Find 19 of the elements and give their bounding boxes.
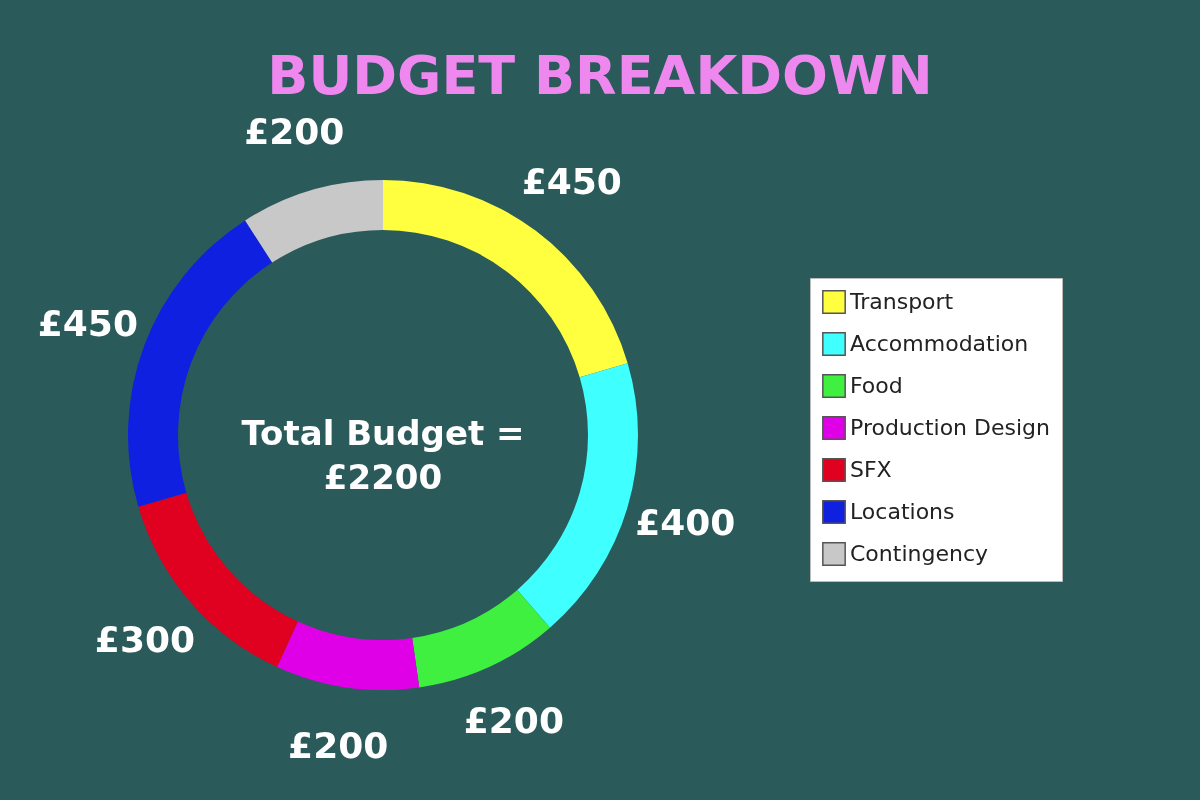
donut-slice — [277, 621, 420, 690]
data-label: £200 — [463, 699, 564, 741]
chart-title: BUDGET BREAKDOWN — [267, 44, 933, 107]
donut-slice — [412, 589, 550, 688]
legend-label: Production Design — [850, 415, 1050, 440]
data-label: £200 — [288, 724, 389, 766]
data-label: £450 — [37, 302, 138, 344]
legend-label: Accommodation — [850, 331, 1029, 356]
data-label: £400 — [635, 501, 736, 543]
legend-label: Locations — [850, 499, 955, 524]
donut-slice — [245, 180, 383, 263]
data-label: £450 — [521, 160, 622, 202]
data-label: £300 — [94, 619, 196, 661]
legend-label: SFX — [850, 457, 892, 482]
text: Total Budget = £2200 — [241, 413, 525, 497]
legend-label: Contingency — [850, 541, 989, 566]
data-label: £200 — [244, 110, 345, 152]
legend-label: Food — [850, 373, 903, 398]
legend-label: Transport — [849, 289, 954, 314]
